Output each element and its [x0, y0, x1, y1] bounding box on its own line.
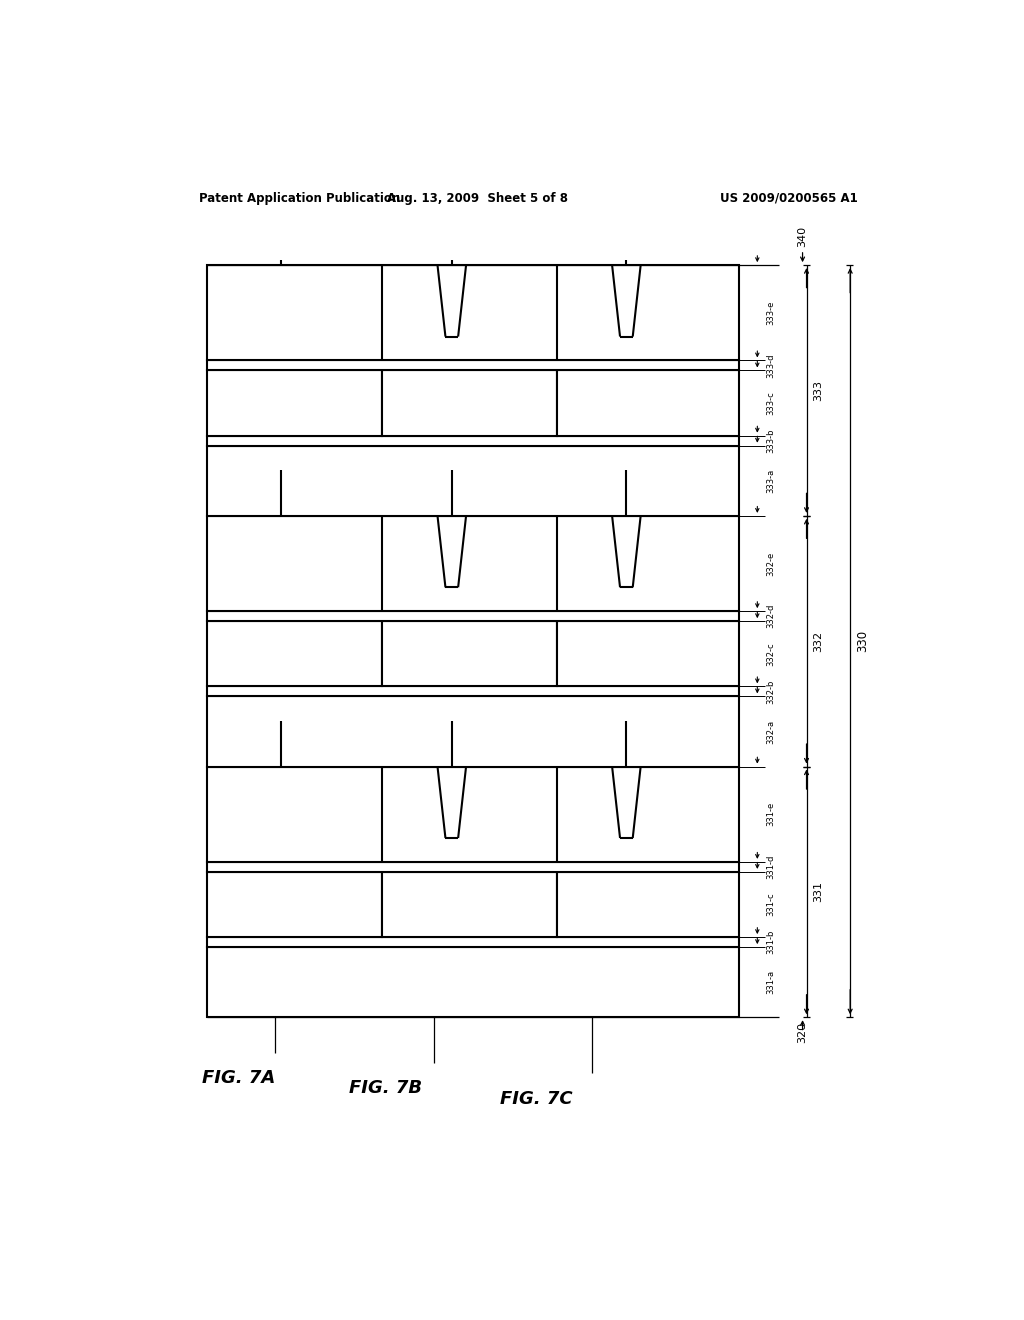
Bar	[557, 622, 739, 686]
Bar	[207, 937, 739, 946]
Text: 332-e: 332-e	[766, 552, 775, 576]
Text: 332-c: 332-c	[766, 642, 775, 665]
Bar	[207, 371, 382, 436]
Bar	[207, 622, 382, 686]
Bar	[207, 611, 739, 622]
Text: 333-a: 333-a	[766, 469, 775, 492]
Text: Patent Application Publication: Patent Application Publication	[200, 191, 400, 205]
Bar	[207, 436, 739, 446]
Text: 332-d: 332-d	[766, 605, 775, 628]
Text: 331-e: 331-e	[766, 803, 775, 826]
Text: 332-a: 332-a	[766, 719, 775, 743]
Text: 333-c: 333-c	[766, 391, 775, 414]
Text: 331-d: 331-d	[766, 854, 775, 879]
Text: Aug. 13, 2009  Sheet 5 of 8: Aug. 13, 2009 Sheet 5 of 8	[387, 191, 567, 205]
Text: 331: 331	[813, 882, 823, 903]
Text: FIG. 7B: FIG. 7B	[349, 1080, 423, 1097]
Bar	[382, 371, 557, 436]
Text: 333-b: 333-b	[766, 429, 775, 453]
Text: 330: 330	[856, 630, 869, 652]
Bar	[382, 871, 557, 937]
Bar	[557, 871, 739, 937]
Text: 320: 320	[798, 1022, 808, 1044]
Bar	[207, 862, 739, 871]
Bar	[207, 265, 739, 360]
Text: 331-c: 331-c	[766, 892, 775, 916]
Text: 332-b: 332-b	[766, 680, 775, 704]
Text: 333-e: 333-e	[766, 301, 775, 325]
Text: 332: 332	[813, 631, 823, 652]
Bar	[207, 446, 739, 516]
Bar	[207, 697, 739, 767]
Text: FIG. 7A: FIG. 7A	[203, 1069, 275, 1088]
Bar	[207, 946, 739, 1018]
Bar	[207, 686, 739, 697]
Text: FIG. 7C: FIG. 7C	[501, 1089, 573, 1107]
Bar	[207, 871, 382, 937]
Text: 333-d: 333-d	[766, 354, 775, 378]
Bar	[207, 767, 739, 862]
Text: 333: 333	[813, 380, 823, 401]
Text: 331-b: 331-b	[766, 929, 775, 954]
Bar	[557, 371, 739, 436]
Text: US 2009/0200565 A1: US 2009/0200565 A1	[720, 191, 858, 205]
Bar	[207, 516, 739, 611]
Text: 340: 340	[798, 226, 808, 247]
Bar	[207, 360, 739, 371]
Text: 331-a: 331-a	[766, 970, 775, 994]
Bar	[382, 622, 557, 686]
